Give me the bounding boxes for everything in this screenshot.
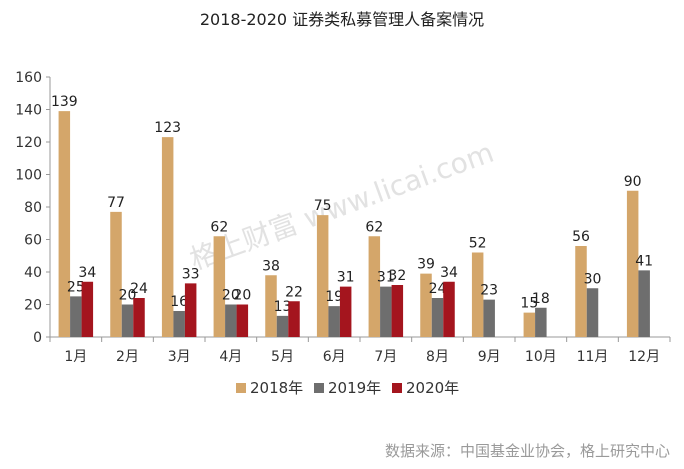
data-label: 56 bbox=[572, 229, 590, 245]
data-label: 90 bbox=[624, 174, 642, 190]
bar bbox=[316, 215, 329, 337]
bar bbox=[391, 285, 404, 337]
y-tick-label: 160 bbox=[15, 70, 42, 86]
legend-swatch bbox=[314, 383, 324, 393]
bar bbox=[161, 137, 174, 337]
y-tick-label: 140 bbox=[15, 103, 42, 119]
bar bbox=[523, 312, 536, 337]
bar bbox=[420, 273, 432, 337]
data-label: 30 bbox=[584, 271, 602, 287]
data-label: 20 bbox=[119, 288, 137, 304]
bar bbox=[339, 286, 352, 337]
data-label: 34 bbox=[440, 265, 458, 281]
bar bbox=[265, 275, 277, 337]
x-tick-label: 9月 bbox=[478, 349, 501, 365]
bar bbox=[368, 236, 381, 337]
x-tick-label: 11月 bbox=[577, 349, 609, 365]
data-label: 16 bbox=[170, 294, 188, 310]
watermark: 格上财富 www.licai.com bbox=[186, 136, 498, 277]
source-note: 数据来源：中国基金业协会，格上研究中心 bbox=[384, 442, 670, 460]
x-tick-label: 10月 bbox=[525, 349, 557, 365]
data-label: 32 bbox=[388, 268, 406, 284]
bar bbox=[184, 283, 197, 337]
x-tick-label: 12月 bbox=[628, 349, 660, 365]
data-label: 75 bbox=[314, 198, 332, 214]
x-tick-label: 1月 bbox=[64, 349, 87, 365]
data-label: 62 bbox=[365, 219, 383, 235]
x-tick-label: 6月 bbox=[323, 349, 346, 365]
bar bbox=[380, 286, 392, 337]
data-label: 34 bbox=[78, 265, 96, 281]
data-label: 139 bbox=[51, 94, 78, 110]
bar bbox=[586, 288, 599, 337]
data-label: 22 bbox=[285, 284, 303, 300]
data-label: 38 bbox=[262, 258, 280, 274]
data-label: 19 bbox=[325, 289, 343, 305]
data-label: 20 bbox=[222, 288, 240, 304]
bar bbox=[535, 307, 547, 337]
y-tick-label: 40 bbox=[24, 265, 42, 281]
y-tick-label: 60 bbox=[24, 233, 42, 249]
data-label: 18 bbox=[532, 291, 550, 307]
y-tick-label: 80 bbox=[24, 200, 42, 216]
data-label: 41 bbox=[635, 253, 653, 269]
x-tick-label: 4月 bbox=[219, 349, 242, 365]
y-tick-label: 20 bbox=[24, 298, 42, 314]
bar bbox=[81, 281, 94, 337]
legend-label: 2018年 bbox=[250, 379, 303, 397]
bar bbox=[110, 211, 122, 337]
bar bbox=[638, 270, 650, 337]
x-tick-label: 2月 bbox=[116, 349, 139, 365]
x-tick-label: 7月 bbox=[374, 349, 397, 365]
data-label: 20 bbox=[233, 288, 251, 304]
x-tick-label: 3月 bbox=[168, 349, 191, 365]
bar bbox=[213, 236, 226, 337]
bar bbox=[133, 298, 145, 337]
bar bbox=[70, 296, 82, 337]
bar bbox=[626, 190, 639, 337]
data-label: 123 bbox=[154, 120, 181, 136]
legend-label: 2019年 bbox=[328, 379, 381, 397]
legend-label: 2020年 bbox=[406, 379, 459, 397]
bar bbox=[575, 246, 587, 337]
data-label: 24 bbox=[130, 281, 148, 297]
bar bbox=[471, 252, 484, 337]
x-tick-label: 8月 bbox=[426, 349, 449, 365]
data-label: 52 bbox=[469, 236, 487, 252]
bar bbox=[236, 304, 249, 337]
data-label: 23 bbox=[480, 283, 498, 299]
legend-swatch bbox=[236, 383, 246, 393]
data-label: 62 bbox=[210, 219, 228, 235]
bar bbox=[173, 311, 185, 337]
legend-swatch bbox=[392, 383, 402, 393]
bar bbox=[121, 304, 134, 337]
bar bbox=[225, 304, 237, 337]
data-label: 24 bbox=[429, 281, 447, 297]
y-tick-label: 100 bbox=[15, 168, 42, 184]
chart-title: 2018-2020 证券类私募管理人备案情况 bbox=[199, 10, 485, 29]
bar bbox=[58, 111, 71, 337]
x-tick-label: 5月 bbox=[271, 349, 294, 365]
bar bbox=[443, 281, 455, 337]
y-tick-label: 0 bbox=[33, 330, 42, 346]
bar bbox=[431, 298, 444, 337]
data-label: 77 bbox=[107, 195, 125, 211]
bar bbox=[483, 299, 495, 337]
data-label: 31 bbox=[377, 270, 395, 286]
data-label: 13 bbox=[274, 299, 292, 315]
data-label: 39 bbox=[417, 257, 435, 273]
data-label: 31 bbox=[337, 270, 355, 286]
bar bbox=[276, 315, 289, 337]
bar bbox=[328, 306, 340, 337]
y-tick-label: 120 bbox=[15, 135, 42, 151]
data-label: 25 bbox=[67, 279, 85, 295]
bar bbox=[288, 301, 300, 337]
data-label: 15 bbox=[520, 296, 538, 312]
data-label: 33 bbox=[182, 266, 200, 282]
